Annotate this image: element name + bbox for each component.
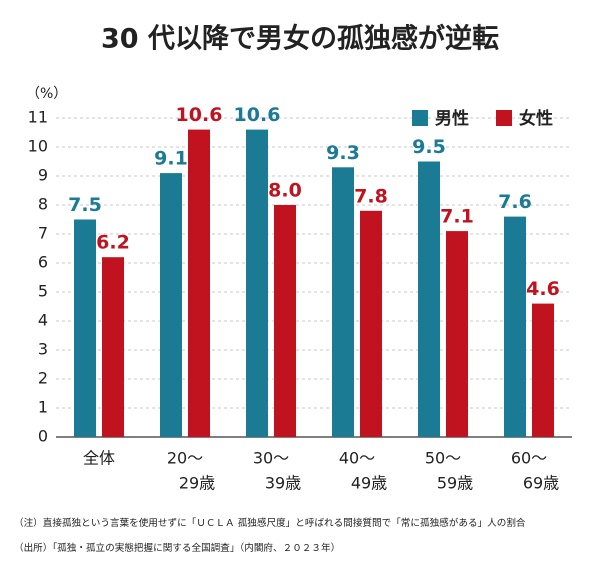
legend-label: 女性	[519, 108, 553, 129]
bar	[418, 161, 440, 437]
y-tick-label: 3	[38, 340, 48, 359]
bar	[102, 257, 124, 437]
bar	[188, 129, 210, 437]
x-tick-label: 39歳	[265, 474, 301, 493]
x-tick-label: 49歳	[351, 474, 387, 493]
x-tick-label: 59歳	[437, 474, 473, 493]
y-tick-label: 10	[28, 137, 48, 156]
note: （注）直接孤独という言葉を使用せずに「ＵＣＬＡ 孤独感尺度」と呼ばれる間接質問で…	[14, 517, 526, 529]
y-tick-label: 7	[38, 224, 48, 243]
x-tick-label: 20〜	[167, 449, 203, 468]
y-tick-label: 0	[38, 427, 48, 446]
value-label: 7.5	[68, 194, 102, 216]
x-tick-label: 60〜	[511, 449, 547, 468]
bar	[274, 205, 296, 437]
value-label: 9.5	[412, 136, 446, 158]
value-label: 7.1	[440, 206, 474, 228]
value-label: 9.3	[326, 142, 360, 164]
y-tick-label: 8	[38, 195, 48, 214]
y-tick-label: 11	[28, 108, 48, 127]
bar	[532, 303, 554, 437]
value-label: 7.6	[498, 191, 532, 213]
value-label: 4.6	[526, 278, 560, 300]
x-tick-label: 50〜	[425, 449, 461, 468]
value-label: 10.6	[234, 104, 281, 126]
chart-title: 30 代以降で男女の孤独感が逆転	[101, 23, 499, 55]
bar	[504, 216, 526, 437]
x-tick-label: 29歳	[179, 474, 215, 493]
y-tick-label: 5	[38, 282, 48, 301]
value-label: 6.2	[96, 232, 130, 254]
value-label: 10.6	[176, 104, 223, 126]
x-tick-label: 30〜	[253, 449, 289, 468]
x-tick-label: 全体	[83, 449, 115, 468]
y-tick-label: 2	[38, 369, 48, 388]
y-axis-label: （%）	[26, 86, 67, 102]
value-label: 8.0	[268, 180, 302, 202]
note: （出所）「孤独・孤立の実態把握に関する全国調査」（内閣府、２０２３年）	[14, 542, 340, 554]
y-tick-label: 4	[38, 311, 48, 330]
y-tick-label: 6	[38, 253, 48, 272]
bar	[74, 219, 96, 437]
x-tick-label: 40〜	[339, 449, 375, 468]
value-label: 7.8	[354, 185, 388, 207]
bar	[160, 173, 182, 437]
legend-swatch	[496, 110, 512, 126]
legend-label: 男性	[435, 108, 469, 129]
bar	[360, 210, 382, 437]
legend-swatch	[412, 110, 428, 126]
x-tick-label: 69歳	[523, 474, 559, 493]
y-tick-label: 9	[38, 166, 48, 185]
y-tick-label: 1	[38, 398, 48, 417]
value-label: 9.1	[154, 148, 188, 170]
bar	[332, 167, 354, 438]
bar	[446, 231, 468, 437]
bar	[246, 129, 268, 437]
